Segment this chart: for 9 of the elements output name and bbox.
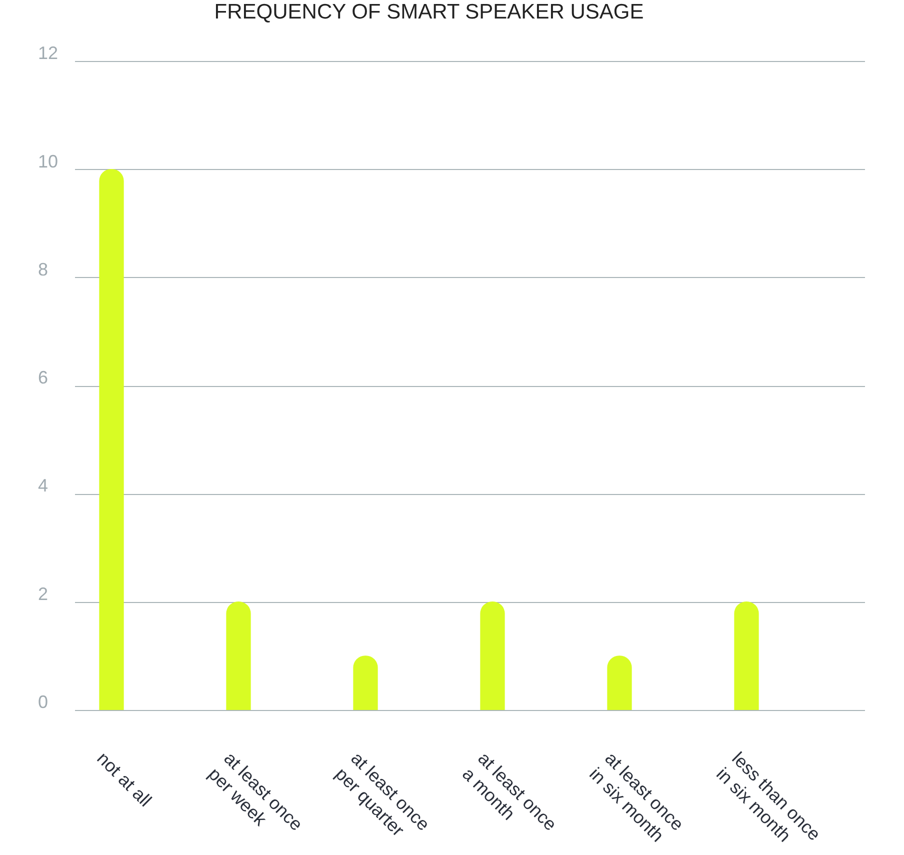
y-tick-label: 2: [38, 584, 48, 604]
y-tick-label: 0: [38, 692, 48, 712]
y-tick-label: 12: [38, 43, 58, 64]
y-tick-label: 6: [38, 368, 48, 388]
y-tick-label: 8: [38, 259, 48, 280]
x-tick-label: not at all: [93, 748, 156, 810]
chart-title: FREQUENCY OF SMART SPEAKER USAGE: [214, 0, 644, 24]
y-tick-label: 4: [38, 476, 48, 496]
y-tick-label: 10: [38, 151, 58, 172]
